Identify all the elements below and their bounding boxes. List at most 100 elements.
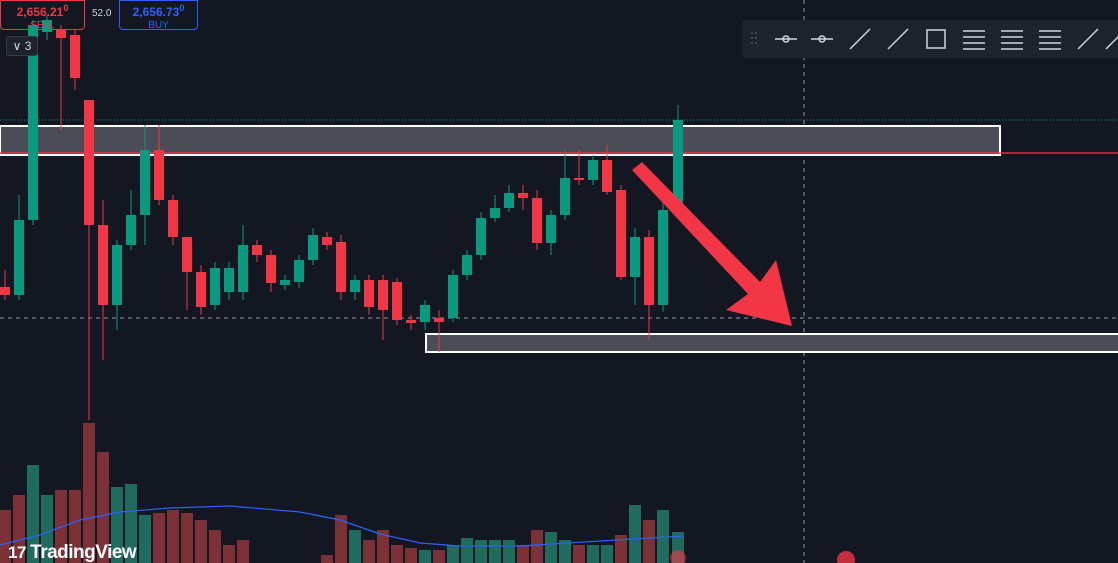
candle-body: [308, 235, 318, 260]
candle-body: [630, 237, 640, 277]
candle-body: [560, 178, 570, 215]
toolbar-icons: [751, 28, 1118, 50]
candle-body: [112, 245, 122, 305]
volume-bar: [629, 505, 641, 563]
candle-body: [196, 272, 206, 307]
sell-button[interactable]: 2,656.210 SELL: [0, 0, 85, 31]
candle-body: [602, 160, 612, 192]
event-icon[interactable]: [670, 550, 686, 563]
volume-bar: [0, 510, 11, 563]
volume-bar: [601, 545, 613, 563]
volume-bar: [419, 550, 431, 563]
buy-price: 2,656.73: [132, 5, 180, 19]
volume-bar: [41, 495, 53, 563]
volume-bar: [517, 545, 529, 563]
volume-bars: [0, 423, 684, 563]
tool-icon: [1105, 35, 1118, 50]
volume-bar: [195, 520, 207, 563]
candle-body: [56, 30, 66, 38]
drawing-toolbar: [742, 20, 1118, 58]
volume-bar: [209, 530, 221, 563]
candle-body: [476, 218, 486, 255]
volume-bar: [545, 532, 557, 563]
candle-body: [266, 255, 276, 283]
grip-dot: [755, 37, 757, 39]
volume-bar: [321, 555, 333, 563]
candle-body: [322, 237, 332, 245]
volume-bar: [13, 495, 25, 563]
candle-body: [490, 208, 500, 218]
candle-body: [462, 255, 472, 275]
volume-bar: [559, 540, 571, 563]
event-icon[interactable]: [837, 551, 855, 563]
grip-dot: [755, 42, 757, 44]
volume-bar: [237, 540, 249, 563]
grip-dot: [755, 32, 757, 34]
candle-body: [14, 220, 24, 295]
volume-bar: [181, 513, 193, 563]
candle-body: [280, 280, 290, 285]
candle-body: [434, 318, 444, 322]
branding: 17 TradingView: [8, 542, 137, 563]
candle-body: [0, 287, 10, 295]
candle-body: [210, 268, 220, 305]
volume-bar: [475, 540, 487, 563]
candle-body: [546, 215, 556, 243]
buy-label: BUY: [148, 20, 169, 31]
volume-bar: [153, 513, 165, 563]
buy-price-small: 0: [179, 3, 185, 13]
volume-bar: [349, 530, 361, 563]
volume-bar: [97, 452, 109, 563]
candle-body: [84, 100, 94, 225]
spread: 52.0: [92, 8, 112, 19]
layers-badge[interactable]: ∨ 3: [6, 36, 38, 56]
candle-body: [406, 320, 416, 323]
candle-body: [154, 150, 164, 200]
layers-count: 3: [24, 39, 32, 53]
volume-bar: [139, 515, 151, 563]
candle-body: [28, 25, 38, 220]
candle-body: [294, 260, 304, 282]
volume-bar: [167, 510, 179, 563]
candle-body: [378, 280, 388, 310]
grip-dot: [751, 37, 753, 39]
volume-bar: [447, 545, 459, 563]
candle-body: [420, 305, 430, 322]
volume-bar: [69, 490, 81, 563]
tool-icon: [887, 28, 909, 50]
sell-label: SELL: [30, 20, 55, 31]
grip-dot: [751, 42, 753, 44]
branding-text: TradingView: [30, 542, 137, 563]
candle-body: [644, 237, 654, 305]
resistance-zone[interactable]: [0, 125, 1001, 156]
candle-body: [532, 198, 542, 243]
sell-price: 2,656.21: [16, 5, 64, 19]
candle-body: [168, 200, 178, 237]
candle-body: [182, 237, 192, 272]
tool-icon: [1077, 28, 1099, 50]
candle-body: [364, 280, 374, 307]
candle-body: [673, 120, 683, 212]
volume-bar: [615, 535, 627, 563]
candle-body: [518, 193, 528, 198]
volume-bar: [363, 540, 375, 563]
volume-bar: [657, 510, 669, 563]
candles: [0, 15, 683, 420]
volume-bar: [433, 550, 445, 563]
volume-bar: [461, 538, 473, 563]
tool-icon: [818, 35, 826, 43]
candle-body: [504, 193, 514, 208]
volume-bar: [335, 515, 347, 563]
volume-bar: [391, 545, 403, 563]
arrow[interactable]: [632, 162, 792, 326]
candle-body: [574, 178, 584, 180]
volume-bar: [531, 530, 543, 563]
grip-dot: [751, 32, 753, 34]
candle-body: [70, 35, 80, 78]
candle-body: [448, 275, 458, 318]
volume-bar: [377, 530, 389, 563]
candle-body: [224, 268, 234, 292]
support-zone[interactable]: [425, 333, 1118, 353]
buy-button[interactable]: 2,656.730 BUY: [119, 0, 198, 31]
